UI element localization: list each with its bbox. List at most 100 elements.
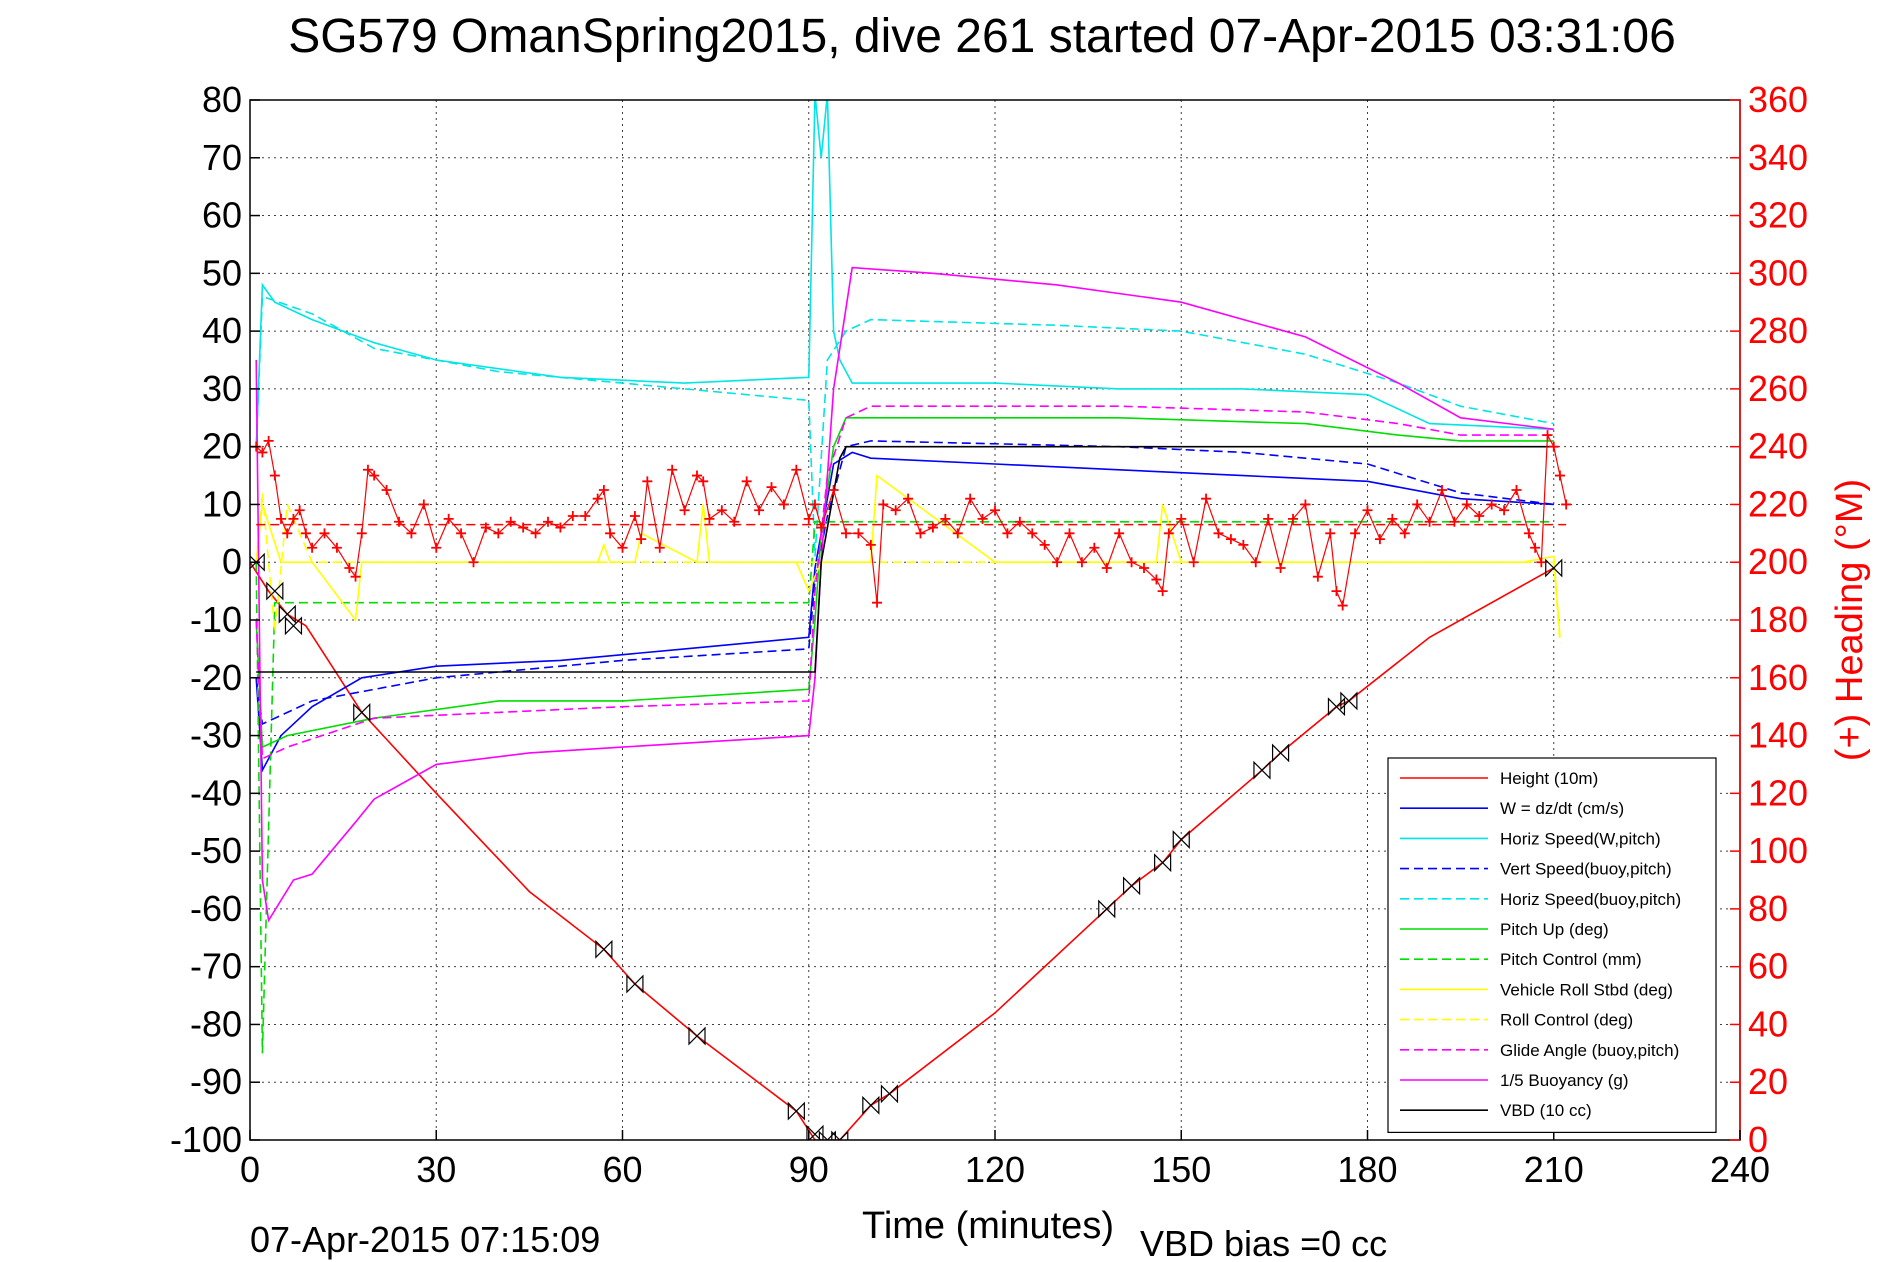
series-line-8 (255, 492, 1561, 644)
heading-point-1 (257, 447, 268, 458)
heading-point-110 (1449, 516, 1460, 527)
y-tick-label-4: 40 (202, 310, 242, 351)
y-tick-label-5: 30 (202, 368, 242, 409)
dive-marker-22 (1545, 558, 1563, 578)
heading-point-81 (1114, 528, 1125, 539)
heading-point-40 (642, 476, 653, 487)
right-tick-label-17: 20 (1748, 1061, 1788, 1102)
heading-point-101 (1337, 600, 1348, 611)
heading-point-90 (1213, 528, 1224, 539)
heading-point-112 (1474, 511, 1485, 521)
y-tick-label-13: -50 (190, 830, 242, 871)
x-tick-label-6: 180 (1337, 1149, 1397, 1190)
right-tick-label-10: 160 (1748, 657, 1808, 698)
dive-marker-9 (806, 1124, 824, 1140)
heading-point-21 (431, 542, 442, 553)
heading-point-52 (778, 499, 789, 510)
right-tick-label-5: 260 (1748, 368, 1808, 409)
x-tick-label-3: 90 (789, 1149, 829, 1190)
y-tick-label-15: -70 (190, 946, 242, 987)
legend-label-4: Horiz Speed(buoy,pitch) (1500, 890, 1681, 909)
heading-point-115 (1511, 485, 1522, 495)
heading-point-39 (636, 534, 647, 545)
heading-point-56 (816, 522, 827, 533)
heading-point-47 (716, 505, 727, 516)
dive-marker-3 (284, 616, 303, 636)
dive-marker-10 (818, 1130, 836, 1140)
dive-marker-11 (831, 1130, 849, 1140)
right-tick-label-14: 80 (1748, 888, 1788, 929)
heading-point-2 (263, 435, 274, 446)
heading-point-48 (729, 516, 740, 527)
heading-point-76 (1052, 557, 1063, 568)
heading-point-7 (294, 505, 305, 516)
right-tick-label-0: 360 (1748, 79, 1808, 120)
heading-point-72 (1002, 528, 1013, 539)
dive-marker-4 (353, 702, 371, 722)
heading-point-122 (1561, 499, 1572, 510)
heading-point-118 (1536, 557, 1547, 568)
heading-point-113 (1486, 499, 1497, 510)
dive-marker-21 (1340, 691, 1358, 711)
right-tick-label-18: 0 (1748, 1119, 1768, 1160)
heading-point-80 (1101, 563, 1112, 573)
heading-point-75 (1039, 539, 1050, 550)
right-tick-label-4: 280 (1748, 310, 1808, 351)
heading-point-59 (853, 528, 864, 539)
heading-point-41 (654, 542, 665, 553)
heading-point-10 (319, 528, 330, 539)
right-tick-label-15: 60 (1748, 946, 1788, 987)
heading-point-19 (406, 528, 417, 539)
heading-point-100 (1331, 586, 1342, 597)
y-tick-label-8: 0 (222, 541, 242, 582)
right-tick-label-11: 140 (1748, 715, 1808, 756)
right-tick-label-2: 320 (1748, 195, 1808, 236)
legend: Height (10m) W = dz/dt (cm/s) Horiz Speed(… (1387, 757, 1717, 1133)
heading-point-116 (1523, 528, 1534, 539)
series-line-3 (255, 440, 1554, 726)
dive-marker-16 (1154, 853, 1172, 873)
legend-label-11: VBD (10 cc) (1500, 1101, 1592, 1120)
heading-point-49 (741, 476, 752, 487)
footer-vbd-bias: VBD bias =0 cc (1140, 1223, 1387, 1262)
heading-point-26 (493, 528, 504, 539)
legend-label-8: Roll Control (deg) (1500, 1011, 1633, 1030)
legend-label-1: W = dz/dt (cm/s) (1500, 799, 1624, 818)
heading-point-86 (1163, 528, 1174, 539)
heading-point-69 (965, 493, 976, 504)
heading-point-18 (394, 516, 404, 527)
heading-point-4 (276, 513, 287, 524)
dive-marker-0 (250, 552, 265, 572)
heading-point-97 (1300, 499, 1311, 510)
legend-label-0: Height (10m) (1500, 769, 1598, 788)
y-tick-label-1: 70 (202, 137, 242, 178)
legend-label-6: Pitch Control (mm) (1500, 950, 1642, 969)
heading-point-61 (872, 597, 883, 608)
dive-marker-6 (626, 974, 644, 994)
legend-label-10: 1/5 Buoyancy (g) (1500, 1071, 1629, 1090)
heading-point-23 (456, 528, 467, 539)
y-tick-label-11: -30 (190, 715, 242, 756)
heading-point-51 (766, 482, 777, 493)
heading-point-63 (890, 505, 901, 516)
heading-point-60 (865, 539, 876, 550)
chart-title: SG579 OmanSpring2015, dive 261 started 0… (288, 10, 1676, 63)
heading-point-32 (567, 511, 578, 521)
heading-point-68 (952, 528, 963, 539)
x-tick-label-4: 120 (965, 1149, 1025, 1190)
heading-point-73 (1014, 516, 1025, 527)
heading-point-78 (1076, 557, 1087, 568)
heading-point-13 (350, 571, 361, 582)
heading-point-17 (381, 485, 392, 495)
heading-point-33 (580, 511, 591, 521)
dive-marker-19 (1271, 743, 1290, 763)
heading-point-87 (1176, 513, 1187, 524)
dive-marker-14 (1098, 899, 1116, 919)
heading-point-35 (598, 485, 609, 495)
right-tick-label-1: 340 (1748, 137, 1808, 178)
heading-point-107 (1412, 499, 1423, 510)
series-line-4 (255, 295, 1554, 557)
heading-point-92 (1238, 539, 1249, 550)
heading-point-15 (362, 464, 373, 475)
heading-point-84 (1151, 574, 1162, 585)
